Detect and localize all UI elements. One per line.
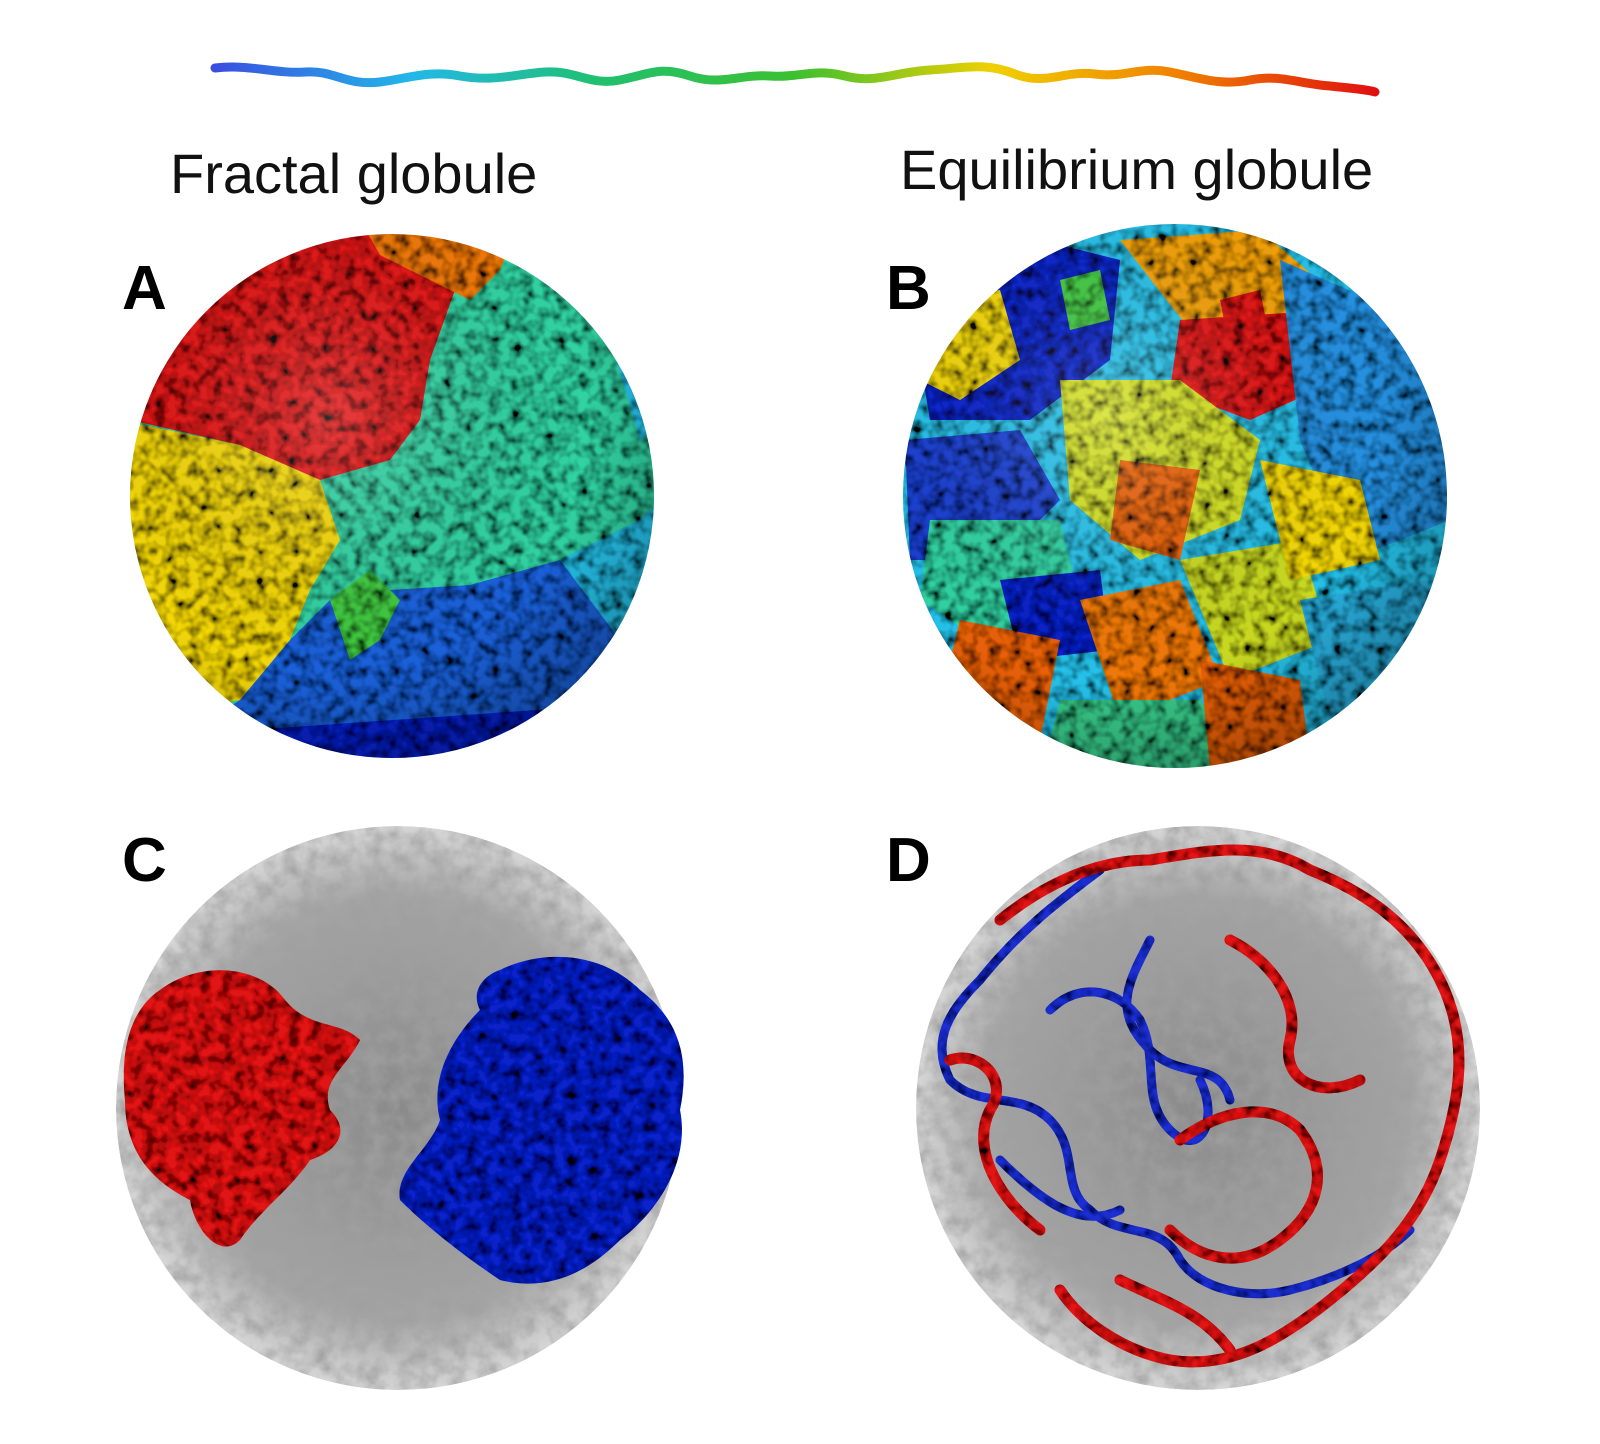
title-fractal-globule: Fractal globule <box>170 142 538 205</box>
panel-label-a: A <box>122 254 167 323</box>
panel-label-d: D <box>886 826 931 895</box>
panel-b-equilibrium-globule <box>903 224 1447 768</box>
red-subchain <box>944 844 1465 1368</box>
panel-d-equilibrium-subchains <box>916 826 1480 1390</box>
panel-label-c: C <box>122 826 167 895</box>
panel-c-fractal-subchains <box>116 826 684 1390</box>
panel-a-fractal-globule <box>130 234 654 758</box>
polymer-chain <box>210 62 1380 97</box>
blue-subchain <box>937 865 1415 1299</box>
panel-label-b: B <box>886 254 931 323</box>
title-equilibrium-globule: Equilibrium globule <box>900 138 1374 201</box>
